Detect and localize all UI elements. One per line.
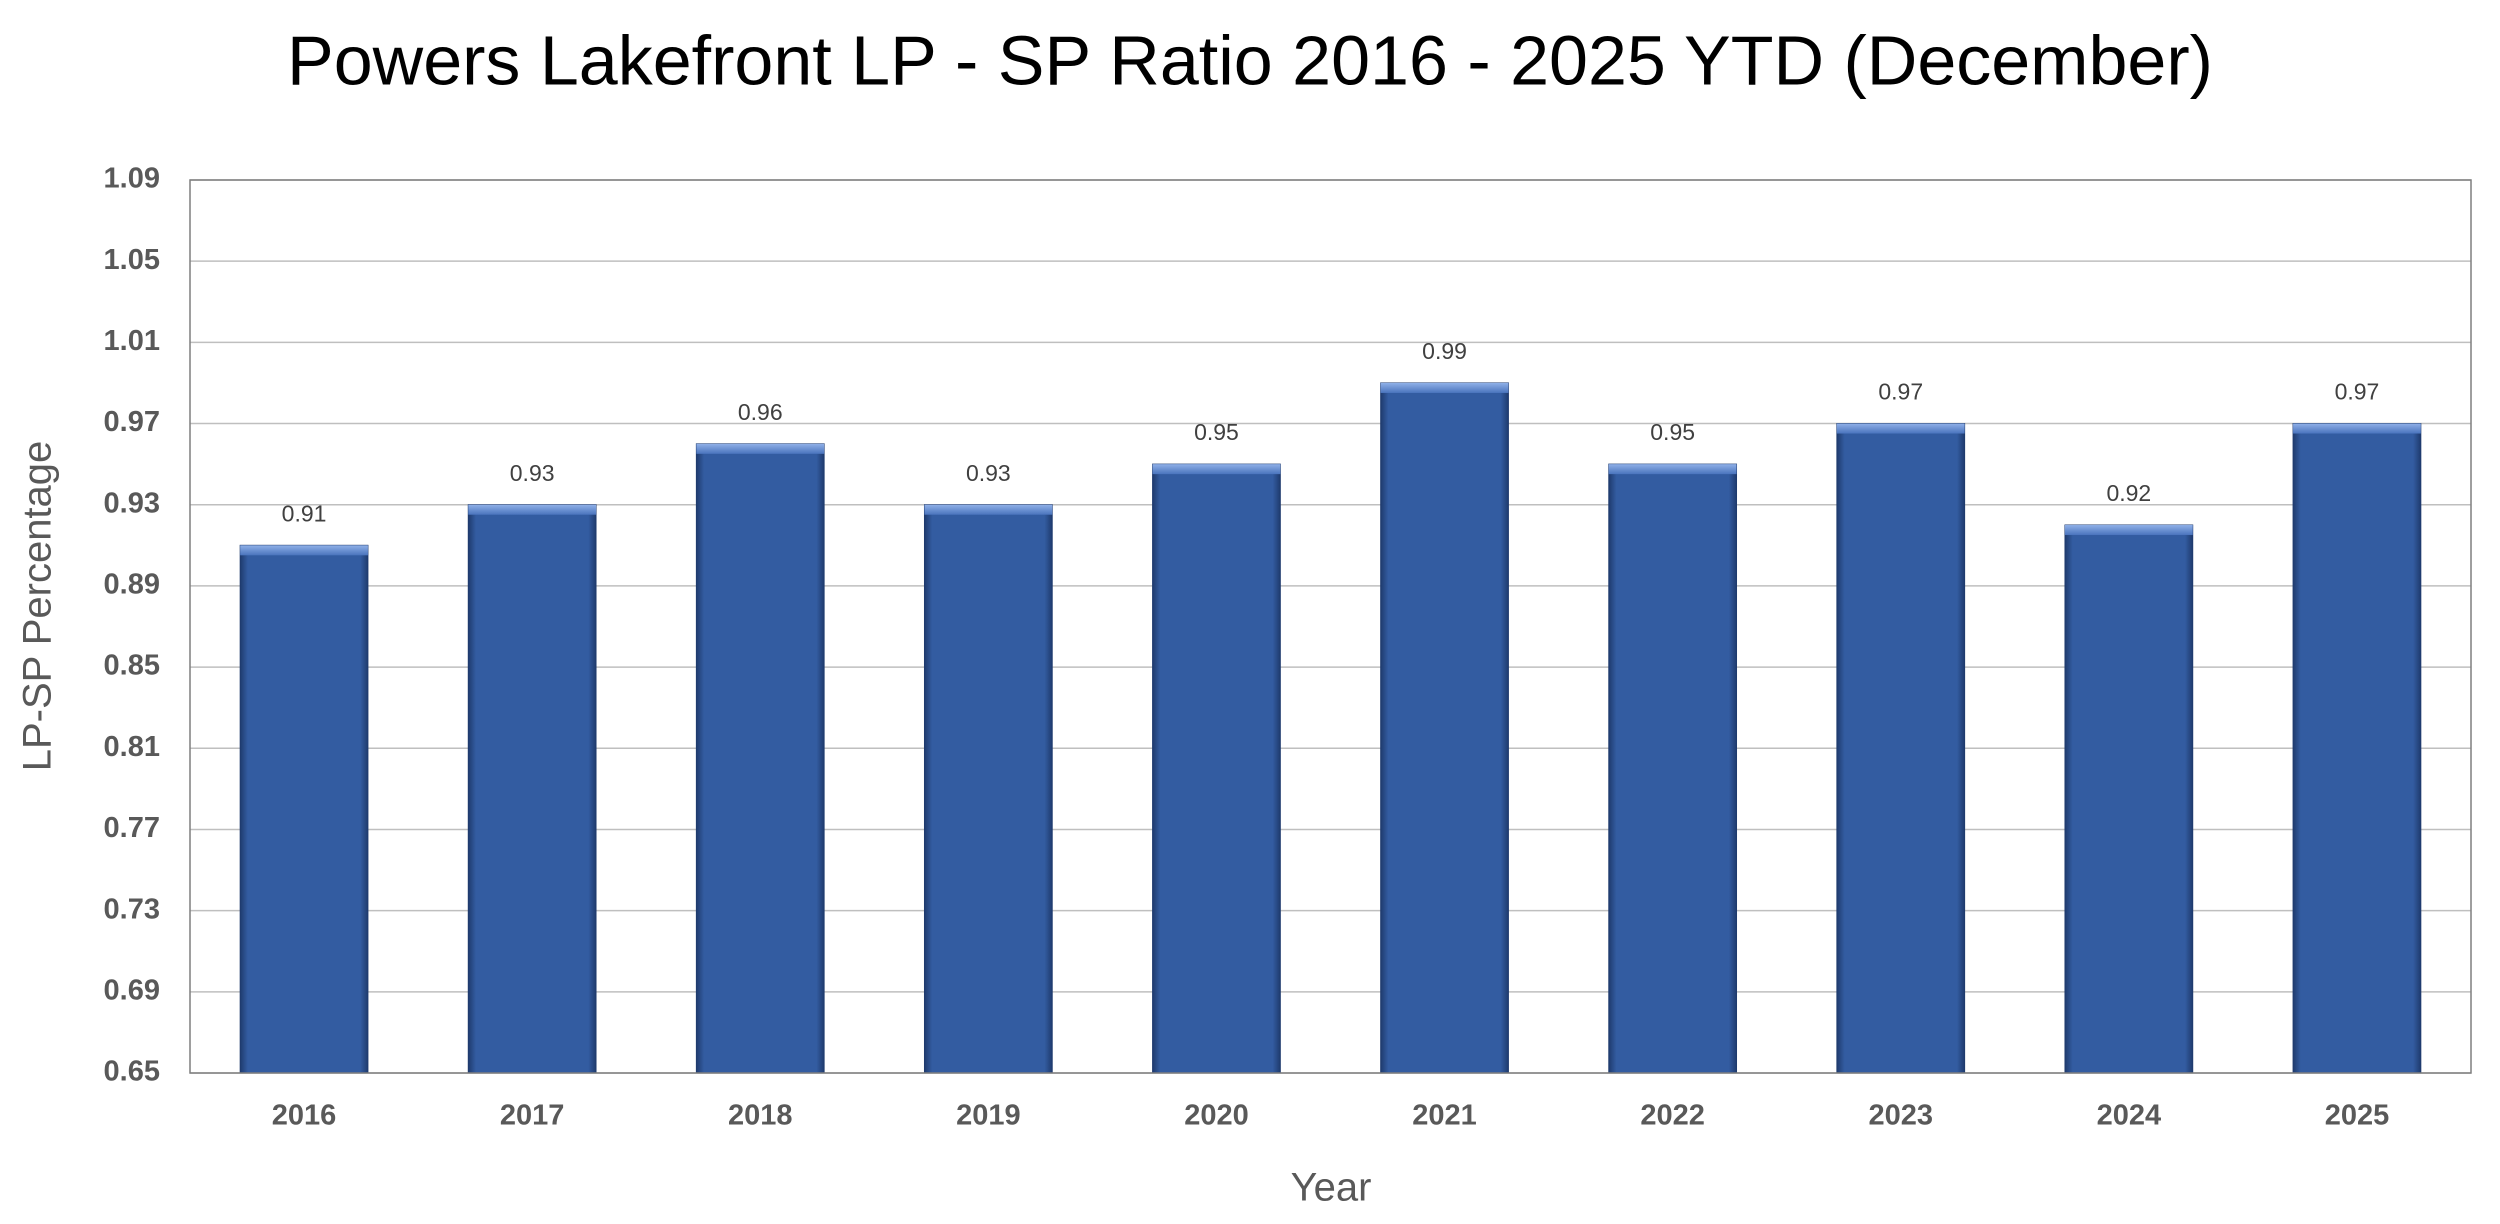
value-label: 0.95 <box>1194 419 1239 445</box>
y-tick-label: 1.01 <box>104 325 160 357</box>
bar-cap <box>2293 423 2421 434</box>
x-tick-label: 2018 <box>728 1100 793 1132</box>
value-label: 0.93 <box>966 460 1011 486</box>
bar-cap <box>468 504 597 515</box>
bar-cap <box>240 545 368 556</box>
value-label: 0.97 <box>2335 379 2380 405</box>
y-tick-label: 0.85 <box>104 650 160 682</box>
bar-cap <box>1380 382 1509 393</box>
bar <box>2064 524 2194 1074</box>
value-label: 0.99 <box>1422 338 1467 364</box>
bar-cap <box>924 504 1053 515</box>
chart-title: Powers Lakefront LP - SP Ratio 2016 - 20… <box>287 21 2213 99</box>
bar-cap <box>1152 464 1281 475</box>
bar <box>467 504 597 1074</box>
x-tick-label: 2020 <box>1184 1100 1249 1132</box>
y-tick-label: 0.73 <box>104 893 160 925</box>
bars: 2016 0.91 2017 0.93 2018 0.96 2019 0.93 2020 0.95… <box>239 338 2422 1132</box>
x-tick-label: 2023 <box>1868 1100 1933 1132</box>
y-tick-label: 0.93 <box>104 487 160 519</box>
bar-cap <box>1836 423 1965 434</box>
x-tick-label: 2024 <box>2097 1100 2162 1132</box>
y-tick-label: 0.65 <box>104 1056 160 1088</box>
x-tick-label: 2017 <box>500 1100 565 1132</box>
y-tick-label: 0.69 <box>104 974 160 1006</box>
y-tick-label: 0.97 <box>104 406 160 438</box>
bar <box>1836 423 1966 1074</box>
value-label: 0.97 <box>1878 379 1923 405</box>
bar <box>239 544 369 1074</box>
value-label: 0.95 <box>1650 419 1695 445</box>
bar <box>1152 463 1281 1074</box>
x-axis-title: Year <box>1291 1166 1372 1210</box>
y-axis-title: LP-SP Percentage <box>16 441 60 772</box>
x-tick-label: 2025 <box>2325 1100 2390 1132</box>
bar <box>923 504 1053 1074</box>
y-tick-label: 1.05 <box>104 244 160 276</box>
bar <box>1608 463 1738 1074</box>
bar <box>2292 423 2422 1074</box>
bar-cap <box>1608 464 1737 475</box>
value-label: 0.96 <box>738 399 783 425</box>
y-tick-label: 1.09 <box>104 163 160 195</box>
y-tick-label: 0.81 <box>104 731 160 763</box>
y-tick-label: 0.77 <box>104 812 160 844</box>
bar-cap <box>2064 525 2193 536</box>
x-tick-label: 2019 <box>956 1100 1021 1132</box>
bar <box>695 443 825 1074</box>
value-label: 0.91 <box>282 500 327 526</box>
bar-cap <box>696 443 825 454</box>
y-tick-label: 0.89 <box>104 569 160 601</box>
bar <box>1380 382 1509 1074</box>
x-tick-label: 2021 <box>1412 1100 1477 1132</box>
value-label: 0.92 <box>2106 480 2151 506</box>
x-tick-label: 2016 <box>272 1100 337 1132</box>
x-tick-label: 2022 <box>1640 1100 1705 1132</box>
value-label: 0.93 <box>510 460 555 486</box>
plot-border <box>189 179 2472 1074</box>
